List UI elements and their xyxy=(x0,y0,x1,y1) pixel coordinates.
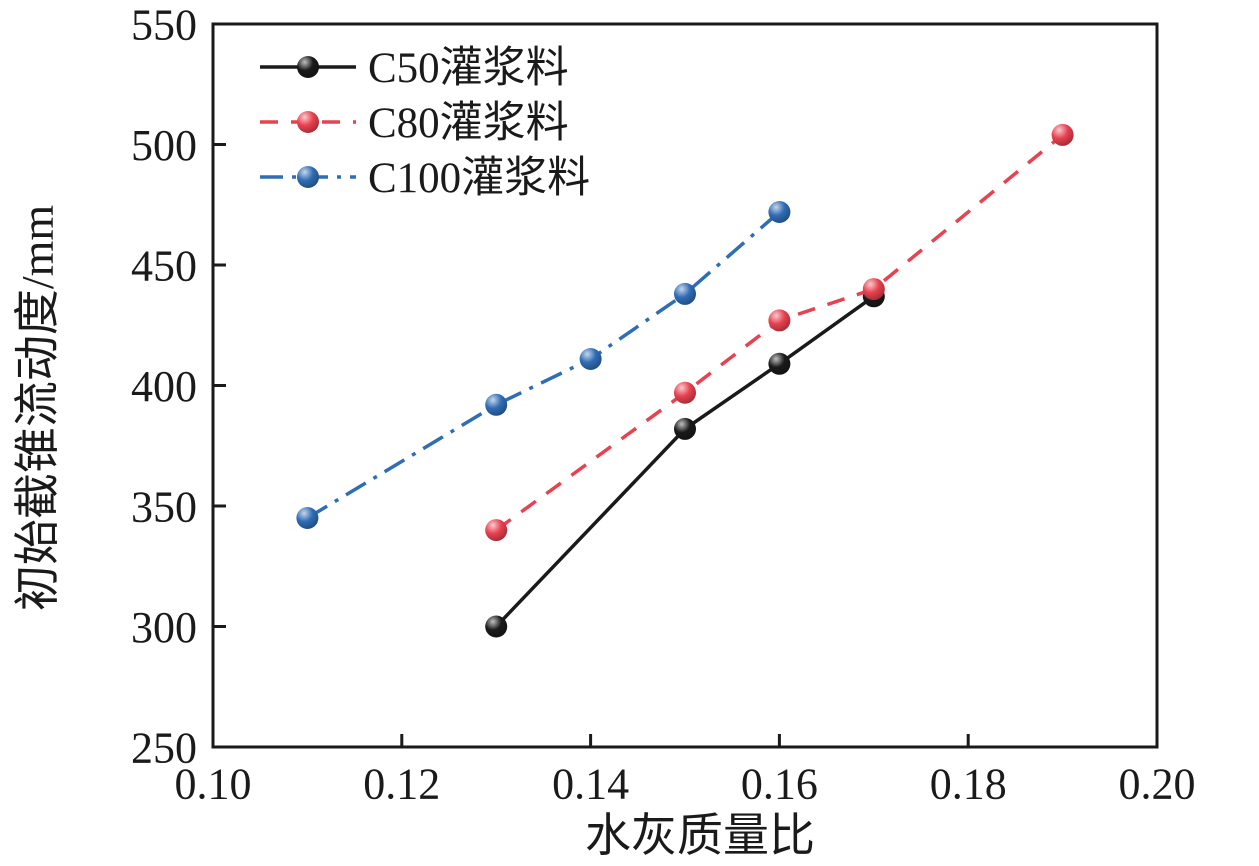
y-tick-label: 350 xyxy=(131,482,197,531)
data-point xyxy=(768,352,791,375)
x-tick-label: 0.12 xyxy=(363,760,440,809)
y-tick-label: 550 xyxy=(131,0,197,49)
legend-marker xyxy=(297,111,319,133)
x-tick-label: 0.18 xyxy=(930,760,1007,809)
y-tick-label: 500 xyxy=(131,121,197,170)
series-line-C50灌浆料 xyxy=(494,294,875,628)
data-point xyxy=(485,393,508,416)
legend-label: C50灌浆料 xyxy=(368,45,569,92)
legend-label: C100灌浆料 xyxy=(368,155,590,202)
data-point xyxy=(768,309,791,332)
x-tick-label: 0.16 xyxy=(741,760,818,809)
data-point xyxy=(674,282,696,305)
data-point xyxy=(485,615,508,638)
legend-marker xyxy=(297,56,319,78)
data-point xyxy=(862,278,885,301)
x-axis-title: 水灰质量比 xyxy=(585,810,815,861)
series-line-C100灌浆料 xyxy=(306,210,781,520)
y-tick-label: 250 xyxy=(131,723,197,772)
data-point xyxy=(485,519,508,542)
y-tick-label: 400 xyxy=(131,362,197,411)
y-tick-label: 450 xyxy=(131,241,197,290)
x-tick-label: 0.20 xyxy=(1119,760,1196,809)
data-point xyxy=(768,201,791,223)
data-point xyxy=(1051,123,1074,146)
x-tick-label: 0.14 xyxy=(552,760,629,809)
legend-marker xyxy=(297,166,319,188)
x-tick-label: 0.10 xyxy=(175,760,252,809)
y-axis-title: 初始截锥流动度/mm xyxy=(12,204,63,612)
y-tick-label: 300 xyxy=(131,603,197,652)
data-point xyxy=(674,381,696,404)
data-point xyxy=(579,348,602,370)
data-point xyxy=(296,507,319,529)
data-point xyxy=(674,417,696,440)
legend-label: C80灌浆料 xyxy=(368,100,569,147)
